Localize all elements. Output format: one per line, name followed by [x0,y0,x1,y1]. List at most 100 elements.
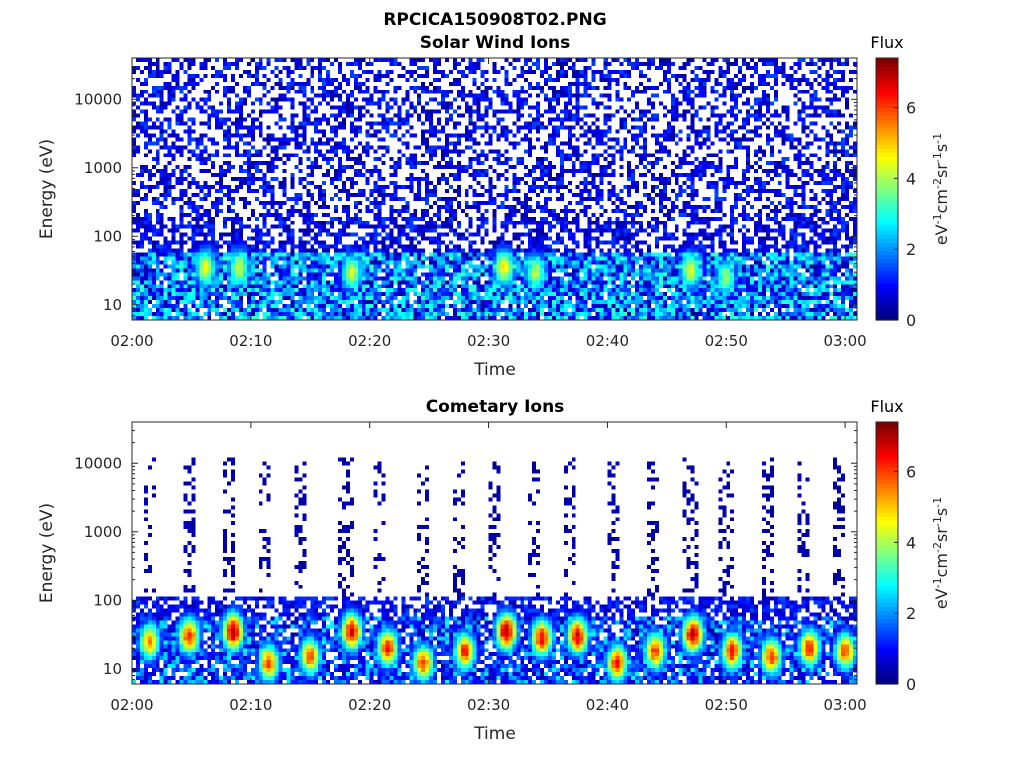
colorbar-swatch [876,450,898,456]
colorbar-swatch [876,540,898,546]
colorbar-swatch [876,557,898,562]
colorbar-swatch [876,524,898,530]
colorbar-swatch [876,634,898,640]
colorbar-swatch [876,573,898,579]
colorbar-tick-label: 6 [906,99,916,118]
colorbar-swatch [876,487,898,493]
colorbar-swatch [876,209,898,215]
colorbar-swatch [876,238,898,243]
colorbar-swatch [876,58,898,63]
colorbar-swatch [876,528,898,534]
colorbar-swatch [876,127,898,133]
panel-solar-wind-ions: 02:00 02:10 02:20 02:30 02:40 02:50 03:00 10 100… [37,33,951,380]
colorbar-swatch [876,618,898,624]
colorbar-swatch [876,471,898,476]
colorbar-swatch [876,643,898,648]
colorbar-swatch [876,168,898,174]
colorbar-swatch [876,221,898,227]
colorbar-swatch [876,152,898,157]
colorbar-swatch [876,553,898,558]
colorbar-unit-label: eV-1cm-2sr-1s-1 [931,497,951,609]
colorbar-swatch [876,671,898,677]
colorbar-swatch [876,315,898,321]
colorbar-swatch [876,86,898,92]
colorbar-swatch [876,254,898,260]
x-tick-label: 02:50 [705,696,748,714]
colorbar-swatch [876,561,898,566]
colorbar-swatch [876,544,898,550]
colorbar-swatch [876,569,898,575]
colorbar-tick-label: 4 [906,169,916,188]
colorbar-swatch [876,287,898,292]
colorbar-swatch [876,197,898,202]
x-tick-label: 02:30 [467,696,510,714]
colorbar-swatch [876,242,898,247]
colorbar-swatch [876,213,898,219]
colorbar-swatch [876,626,898,632]
colorbar-swatch [876,667,898,673]
colorbar-swatch [876,131,898,137]
colorbar-swatch [876,148,898,153]
colorbar-tick-label: 0 [906,675,916,694]
colorbar-title: Flux [870,33,903,52]
colorbar-swatch [876,193,898,198]
colorbar-swatch [876,651,898,656]
colorbar-swatch [876,593,898,599]
colorbar-swatch [876,426,898,431]
x-tick-label: 02:40 [586,332,629,350]
colorbar-swatch [876,454,898,460]
colorbar-unit-label: eV-1cm-2sr-1s-1 [931,133,951,245]
y-tick-label: 10 [103,296,122,314]
colorbar-swatch [876,503,898,509]
x-tick-label: 02:10 [229,332,272,350]
colorbar-swatch [876,139,898,145]
colorbar-swatch [876,512,898,517]
y-axis-label: Energy (eV) [37,503,57,603]
colorbar-swatch [876,103,898,108]
colorbar-swatch [876,291,898,297]
colorbar-swatch [876,307,898,313]
heatmap-raster [132,422,857,684]
colorbar-swatch [876,516,898,521]
plot-frame [131,57,858,321]
colorbar-swatch [876,622,898,628]
x-tick-label: 02:20 [348,696,391,714]
colorbar-swatch [876,283,898,288]
colorbar-swatch [876,507,898,513]
colorbar-swatch [876,246,898,252]
colorbar-swatch [876,479,898,485]
colorbar-swatch [876,172,898,178]
x-axis-label: Time [473,360,516,380]
colorbar-swatch [876,82,898,88]
colorbar-swatch [876,225,898,231]
colorbar-swatch [876,78,898,84]
colorbar-frame [875,421,899,685]
colorbar-swatch [876,483,898,489]
y-tick-label: 1000 [84,523,122,541]
x-tick-label: 02:20 [348,332,391,350]
colorbar-swatch [876,115,898,121]
x-tick-label: 02:10 [229,696,272,714]
colorbar-swatch [876,565,898,570]
colorbar-swatch [876,659,898,665]
x-tick-label: 02:00 [110,332,153,350]
colorbar-swatch [876,274,898,280]
y-axis-label: Energy (eV) [37,139,57,239]
colorbar-swatch [876,176,898,182]
y-tick-label: 100 [93,227,122,245]
colorbar-swatch [876,462,898,468]
colorbar-swatch [876,270,898,276]
x-tick-label: 03:00 [823,332,866,350]
panel-title: Cometary Ions [426,397,565,417]
x-axis-label: Time [473,724,516,744]
colorbar-swatch [876,143,898,149]
colorbar-tick-label: 2 [906,604,916,623]
colorbar-swatch [876,630,898,636]
colorbar-swatch [876,266,898,272]
colorbar-swatch [876,119,898,125]
x-tick-label: 03:00 [823,696,866,714]
colorbar-tick-label: 6 [906,463,916,482]
colorbar-swatch [876,279,898,284]
heatmap-raster [132,58,857,320]
x-tick-label: 02:30 [467,332,510,350]
